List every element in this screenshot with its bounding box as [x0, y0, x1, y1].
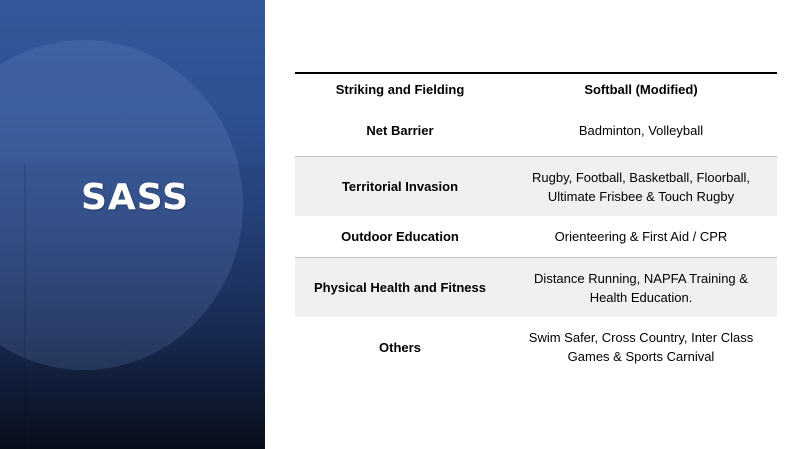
activities-cell: Swim Safer, Cross Country, Inter Class G… [528, 330, 754, 364]
activities-cell: Orienteering & First Aid / CPR [554, 229, 728, 244]
decorative-line [24, 164, 26, 449]
activities-cell: Distance Running, NAPFA Training & Healt… [534, 270, 748, 305]
category-cell: Territorial Invasion [341, 179, 459, 194]
table-row: Striking and Fielding Softball (Modified… [295, 74, 777, 105]
table-row: Physical Health and Fitness Distance Run… [295, 257, 777, 317]
category-cell: Physical Health and Fitness [314, 280, 486, 295]
category-cell: Outdoor Education [341, 229, 459, 244]
category-cell: Net Barrier [366, 123, 434, 138]
decorative-circle [0, 40, 243, 370]
activities-cell: Rugby, Football, Basketball, Floorball, … [532, 169, 750, 204]
table-row: Net Barrier Badminton, Volleyball [295, 105, 777, 156]
panel-band [0, 0, 265, 164]
category-cell: Others [379, 339, 421, 355]
activities-table: Striking and Fielding Softball (Modified… [295, 72, 777, 377]
table-row: Outdoor Education Orienteering & First A… [295, 216, 777, 257]
table-top-border [295, 72, 777, 74]
title-panel [0, 0, 265, 449]
activities-cell: Badminton, Volleyball [578, 123, 704, 138]
slide-title: SASS [80, 177, 190, 218]
activities-cell: Softball (Modified) [584, 82, 698, 97]
category-cell: Striking and Fielding [335, 82, 465, 97]
table-row: Others Swim Safer, Cross Country, Inter … [295, 317, 777, 377]
table-row: Territorial Invasion Rugby, Football, Ba… [295, 156, 777, 216]
